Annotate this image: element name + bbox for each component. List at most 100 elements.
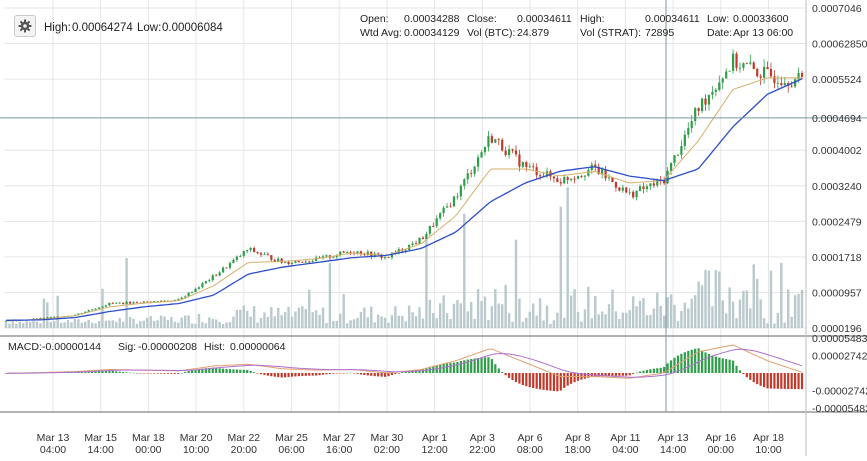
candle[interactable]: [246, 249, 249, 252]
candle[interactable]: [621, 187, 624, 191]
candle[interactable]: [518, 154, 521, 167]
candle[interactable]: [783, 83, 786, 86]
candle[interactable]: [459, 185, 462, 197]
candle[interactable]: [528, 166, 531, 168]
candle[interactable]: [604, 169, 607, 179]
candle[interactable]: [700, 98, 704, 111]
candle[interactable]: [125, 301, 128, 304]
candle[interactable]: [325, 255, 328, 257]
candle[interactable]: [404, 250, 407, 251]
candle[interactable]: [656, 179, 659, 186]
candle[interactable]: [642, 186, 645, 190]
candle[interactable]: [704, 98, 707, 105]
candle[interactable]: [359, 251, 363, 255]
candle[interactable]: [797, 73, 800, 80]
candle[interactable]: [504, 150, 507, 156]
candle[interactable]: [628, 191, 631, 193]
candle[interactable]: [470, 173, 473, 175]
candle[interactable]: [680, 146, 683, 155]
candle[interactable]: [511, 149, 514, 151]
candle[interactable]: [697, 108, 700, 111]
candle[interactable]: [242, 251, 245, 256]
candle[interactable]: [456, 196, 459, 198]
candle[interactable]: [663, 180, 666, 184]
candle[interactable]: [573, 178, 576, 180]
candle[interactable]: [35, 318, 39, 320]
candle[interactable]: [346, 252, 349, 253]
candle[interactable]: [377, 253, 380, 255]
candle[interactable]: [762, 67, 766, 78]
candle[interactable]: [466, 173, 469, 180]
candle[interactable]: [273, 259, 276, 262]
candle[interactable]: [335, 255, 338, 257]
candle[interactable]: [159, 300, 163, 302]
candle[interactable]: [442, 207, 445, 214]
candle[interactable]: [721, 78, 724, 83]
candle[interactable]: [266, 254, 269, 256]
candle[interactable]: [42, 317, 46, 319]
candle[interactable]: [311, 261, 314, 262]
candle[interactable]: [342, 251, 345, 253]
candle[interactable]: [614, 181, 618, 188]
candle[interactable]: [497, 139, 500, 141]
candle[interactable]: [645, 186, 649, 190]
candle[interactable]: [197, 287, 201, 289]
candle[interactable]: [649, 183, 652, 187]
candle[interactable]: [507, 149, 511, 156]
candle[interactable]: [556, 178, 559, 183]
candle[interactable]: [77, 313, 80, 315]
candle[interactable]: [576, 176, 580, 179]
candle[interactable]: [308, 261, 311, 263]
candle[interactable]: [149, 301, 152, 303]
candle[interactable]: [494, 139, 497, 143]
candle[interactable]: [766, 67, 769, 70]
candle[interactable]: [711, 91, 714, 95]
candle[interactable]: [235, 256, 238, 260]
candle[interactable]: [476, 157, 480, 167]
candle[interactable]: [108, 302, 111, 306]
candle[interactable]: [452, 196, 456, 207]
candle[interactable]: [731, 53, 735, 71]
candle[interactable]: [383, 256, 387, 259]
candle[interactable]: [270, 255, 273, 260]
candle[interactable]: [180, 297, 183, 299]
candle[interactable]: [356, 251, 359, 254]
candle[interactable]: [718, 82, 721, 90]
candle[interactable]: [480, 152, 483, 158]
candle[interactable]: [418, 237, 421, 244]
candle[interactable]: [84, 311, 87, 314]
candle[interactable]: [773, 76, 776, 84]
candle[interactable]: [449, 206, 452, 208]
candle[interactable]: [714, 89, 717, 92]
candle[interactable]: [742, 63, 745, 68]
candle[interactable]: [263, 254, 266, 256]
candle[interactable]: [673, 155, 676, 163]
candle[interactable]: [632, 191, 635, 198]
candle[interactable]: [301, 261, 304, 263]
candle[interactable]: [597, 166, 600, 174]
candle[interactable]: [101, 306, 104, 308]
candle[interactable]: [284, 262, 287, 263]
candle[interactable]: [428, 225, 431, 234]
candle[interactable]: [501, 139, 504, 151]
candle[interactable]: [594, 164, 597, 167]
candle[interactable]: [201, 283, 204, 288]
candle[interactable]: [676, 154, 680, 156]
candle[interactable]: [4, 321, 8, 322]
candle[interactable]: [707, 94, 711, 105]
candle[interactable]: [414, 243, 418, 245]
candle[interactable]: [256, 251, 259, 254]
candle[interactable]: [514, 150, 518, 155]
candle[interactable]: [570, 178, 573, 180]
candle[interactable]: [146, 301, 149, 303]
candle[interactable]: [390, 253, 394, 258]
candle[interactable]: [39, 317, 42, 319]
candle[interactable]: [142, 301, 145, 304]
candle[interactable]: [366, 251, 369, 256]
candle[interactable]: [190, 292, 194, 293]
settings-button[interactable]: [14, 15, 36, 37]
candle[interactable]: [87, 310, 90, 312]
candle[interactable]: [611, 177, 614, 182]
candle[interactable]: [473, 166, 476, 174]
